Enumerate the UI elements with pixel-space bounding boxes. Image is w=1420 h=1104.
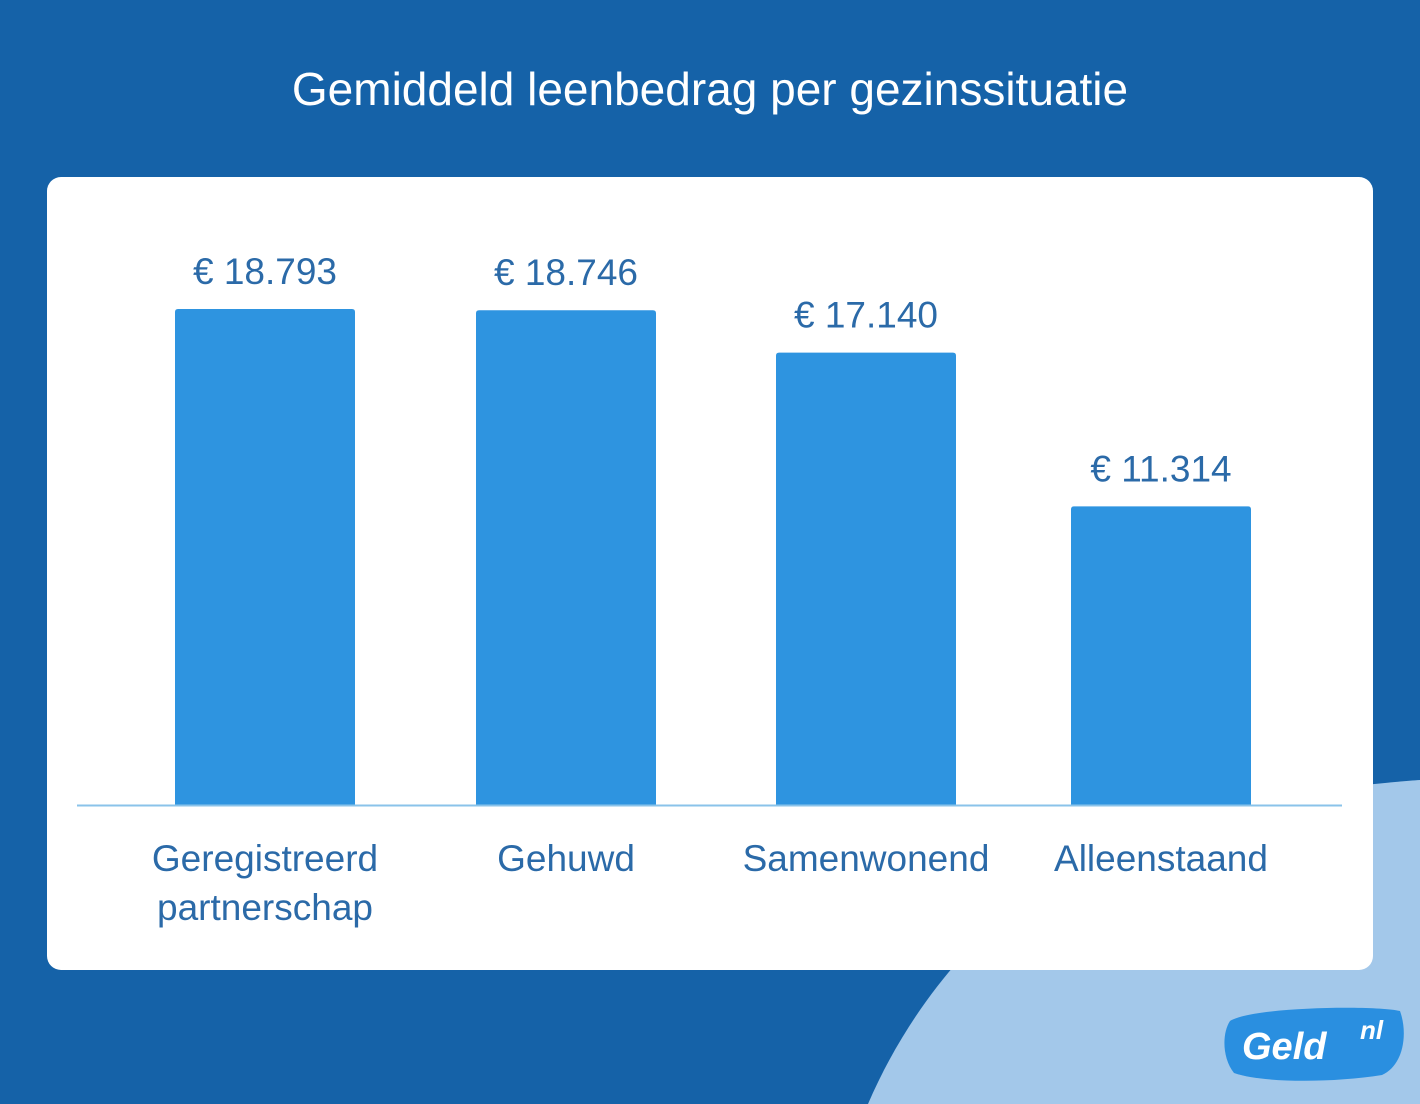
value-label-0: € 18.793: [193, 251, 337, 292]
category-label-2: Samenwonend: [743, 838, 990, 879]
category-label-3: Alleenstaand: [1054, 838, 1268, 879]
category-label-0: Geregistreerd: [152, 838, 378, 879]
value-label-3: € 11.314: [1090, 448, 1231, 489]
logo-text: Geld: [1242, 1026, 1327, 1068]
geld-nl-logo: Geld nl: [1224, 1007, 1404, 1081]
bar-1: [476, 310, 656, 805]
chart-title: Gemiddeld leenbedrag per gezinssituatie: [291, 63, 1129, 115]
value-label-2: € 17.140: [794, 295, 938, 336]
bar-3: [1071, 506, 1251, 805]
logo-badge: [1224, 1007, 1404, 1081]
bar-2: [776, 352, 956, 805]
value-label-1: € 18.746: [494, 252, 638, 293]
chart-card: € 18.793 Geregistreerd partnerschap € 18.74…: [47, 177, 1373, 970]
category-label-0-line-1: partnerschap: [157, 887, 373, 928]
logo-suffix: nl: [1360, 1015, 1384, 1045]
category-label-1: Gehuwd: [497, 838, 635, 879]
bar-chart: € 18.793 Geregistreerd partnerschap € 18.74…: [77, 251, 1342, 928]
bar-0: [175, 309, 355, 805]
